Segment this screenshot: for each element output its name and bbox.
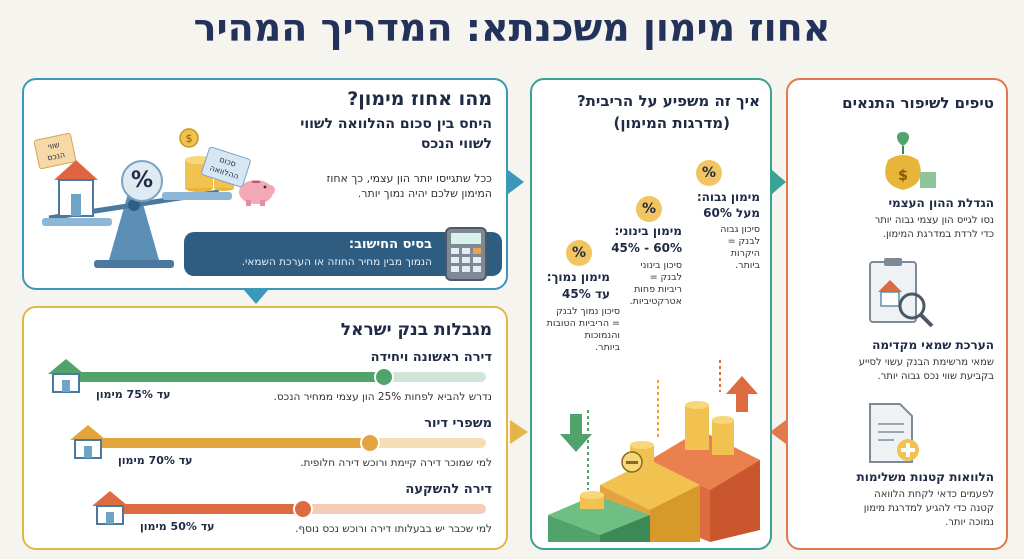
mid-desc-line: סיכון בינוני bbox=[640, 260, 682, 271]
limit-row-title: דירה ראשונה ויחידה bbox=[370, 350, 492, 365]
mid-desc-line: אטרקטיביות. bbox=[629, 296, 682, 307]
interest-impact-panel: איך זה משפיע על הריבית? (מדרגות המימון) … bbox=[530, 78, 772, 550]
what-is-financing-panel: מהו אחוז מימון? היחס בין סכום ההלוואה לש… bbox=[22, 78, 508, 290]
tip-desc-line: נסו לגייס הון עצמי גבוה יותר bbox=[874, 215, 994, 226]
limits-title: מגבלות בנק ישראל bbox=[340, 320, 492, 340]
house-icon bbox=[92, 491, 128, 525]
what-desc-2: המימון שלכם יהיה נמוך יותר. bbox=[357, 187, 492, 200]
limit-row-badge: עד 50% מימון bbox=[140, 520, 215, 533]
house-icon bbox=[48, 359, 84, 393]
low-desc-line: סיכון נמוך לבנק bbox=[556, 306, 620, 317]
what-subtitle-2: לשווי הנכס bbox=[420, 136, 492, 152]
limit-row-badge: עד 70% מימון bbox=[118, 454, 193, 467]
calculator-icon bbox=[445, 227, 487, 281]
calc-basis-box: בסיס החישוב: הנמוך מבין מחיר החוזה או הע… bbox=[184, 227, 502, 281]
arrow-limits-to-interest bbox=[510, 420, 528, 444]
tip-desc: שמאי מרשימת הבנק עשוי לסייע בקביעת שווי … bbox=[859, 356, 994, 384]
appraisal-clipboard-icon bbox=[869, 258, 934, 328]
calc-text: הנמוך מבין מחיר החוזה או הערכת השמאי. bbox=[241, 256, 432, 268]
low-desc-line: והנמוכות bbox=[584, 330, 621, 341]
tip-title: הערכת שמאי מקדימה bbox=[872, 338, 994, 352]
tip-desc-line: לפעמים כדאי לקחת הלוואה bbox=[874, 489, 994, 500]
high-title-2: מעל 60% bbox=[703, 206, 760, 220]
high-desc-line: לבנק = bbox=[727, 236, 760, 247]
tip-title: הלוואות קטנות משלימות bbox=[856, 470, 994, 484]
arrow-what-to-limits bbox=[244, 290, 268, 304]
calc-title: בסיס החישוב: bbox=[348, 237, 432, 252]
tip-desc-line: קטנה כדי להגיע למדרגת מימון bbox=[863, 503, 994, 514]
svg-text:$: $ bbox=[186, 132, 193, 145]
low-title-2: עד 45% bbox=[562, 287, 610, 301]
mid-title-1: מימון בינוני: bbox=[614, 224, 683, 238]
limit-bar-fill bbox=[120, 504, 303, 514]
page-title: אחוז מימון משכנתא: המדריך המהיר bbox=[193, 6, 831, 50]
tip-desc: לפעמים כדאי לקחת הלוואה קטנה כדי להגיע ל… bbox=[864, 488, 994, 530]
limit-row-title: דירה להשקעה bbox=[405, 482, 492, 497]
limit-bar-track bbox=[98, 433, 486, 453]
high-desc-line: היקרות bbox=[730, 248, 760, 259]
arrow-what-to-interest bbox=[508, 170, 524, 194]
arrow-interest-to-tips bbox=[772, 170, 786, 194]
limit-row: משפרי דיור עד 70% מימון למי שמוכר דירה קיי… bbox=[24, 416, 506, 482]
limit-row: דירה להשקעה עד 50% מימון למי שכבר יש בבעלו… bbox=[24, 482, 506, 548]
tip-desc-line: כדי לרדת במדרגת המימון. bbox=[882, 229, 994, 240]
high-desc: סיכון גבוה לבנק = היקרות ביותר. bbox=[720, 224, 760, 272]
mid-desc-line: לבנק = bbox=[649, 272, 682, 283]
what-title: מהו אחוז מימון? bbox=[347, 88, 492, 110]
low-title-1: מימון נמוך: bbox=[546, 270, 610, 284]
mid-desc-line: ריביות פחות bbox=[634, 284, 682, 295]
tip-desc: נסו לגייס הון עצמי גבוה יותר כדי לרדת במ… bbox=[875, 214, 994, 242]
piggy-bank-icon bbox=[239, 180, 275, 206]
mid-title-2: 60% - 45% bbox=[611, 241, 682, 255]
limit-bar-knob bbox=[373, 367, 394, 387]
limit-row-desc: למי שמוכר דירה קיימת ורוכש דירה חלופית. bbox=[300, 457, 492, 469]
limit-row: דירה ראשונה ויחידה עד 75% מימון נדרש להביא… bbox=[24, 350, 506, 416]
financing-stairs-illustration bbox=[548, 360, 760, 542]
tip-desc-line: נמוכה יותר. bbox=[945, 517, 994, 528]
limit-row-desc: נדרש להביא לפחות 25% הון עצמי ממחיר הנכס… bbox=[273, 391, 492, 403]
percent-icon: % bbox=[121, 160, 163, 202]
mid-desc: סיכון בינוני לבנק = ריביות פחות אטרקטיבי… bbox=[630, 260, 682, 308]
high-title-1: מימון גבוה: bbox=[696, 190, 760, 204]
limit-row-desc: למי שכבר יש בבעלותו דירה ורוכש נכס נוסף. bbox=[295, 523, 492, 535]
low-desc: סיכון נמוך לבנק = הריביות הטובות והנמוכו… bbox=[547, 306, 620, 354]
what-desc-1: ככל שתגייסו יותר הון עצמי, כך אחוז bbox=[326, 172, 492, 185]
tips-title: טיפים לשיפור התנאים bbox=[842, 94, 994, 112]
limit-bar-fill bbox=[98, 438, 370, 448]
limit-bar-knob bbox=[293, 499, 313, 519]
house-icon bbox=[70, 425, 106, 459]
high-desc-line: סיכון גבוה bbox=[720, 224, 760, 235]
high-desc-line: ביותר. bbox=[735, 260, 760, 271]
money-bag-plant-icon: $ bbox=[885, 132, 936, 190]
tips-panel: טיפים לשיפור התנאים $ הגדלת ההון העצמי נ… bbox=[786, 78, 1008, 550]
limit-row-title: משפרי דיור bbox=[424, 416, 492, 431]
interest-title-1: איך זה משפיע על הריבית? bbox=[576, 92, 760, 110]
low-percent-icon: % bbox=[566, 240, 592, 266]
tip-desc-line: שמאי מרשימת הבנק עשוי לסייע bbox=[858, 357, 994, 368]
limit-bar-track bbox=[76, 367, 486, 387]
low-desc-line: ביותר. bbox=[595, 342, 620, 353]
svg-text:$: $ bbox=[898, 168, 908, 184]
high-percent-icon: % bbox=[696, 160, 722, 186]
interest-title-2: (מדרגות המימון) bbox=[613, 114, 730, 132]
arrow-tips-to-interest bbox=[770, 420, 786, 444]
document-plus-icon bbox=[869, 403, 919, 463]
mid-percent-icon: % bbox=[636, 196, 662, 222]
limit-bar-fill bbox=[76, 372, 384, 382]
tip-title: הגדלת ההון העצמי bbox=[888, 196, 995, 210]
tip-desc-line: בקביעת שווי נכס גבוה יותר. bbox=[877, 371, 994, 382]
what-subtitle-1: היחס בין סכום ההלוואה לשווי bbox=[300, 116, 492, 132]
limit-row-badge: עד 75% מימון bbox=[96, 388, 171, 401]
limit-bar-knob bbox=[359, 433, 380, 453]
bank-limits-panel: מגבלות בנק ישראל דירה ראשונה ויחידה עד 75… bbox=[22, 306, 508, 550]
limit-bar-track bbox=[120, 499, 486, 519]
low-desc-line: = הריביות הטובות bbox=[546, 318, 620, 329]
